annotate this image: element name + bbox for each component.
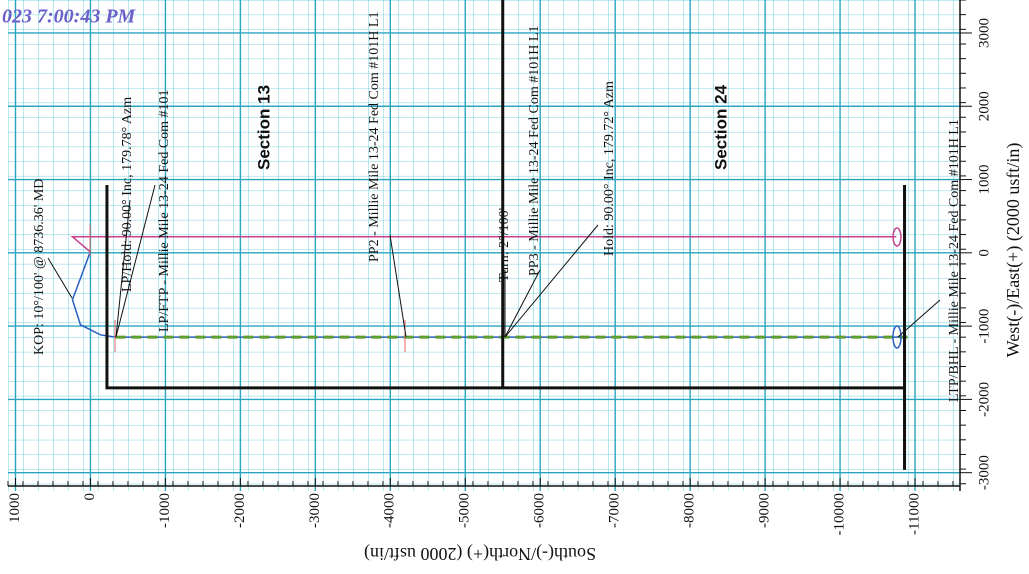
x-tick-label: -2000 — [232, 493, 248, 528]
y-tick-label: -1000 — [976, 309, 992, 344]
y-tick-label: 2000 — [976, 91, 992, 121]
x-tick-label: -3000 — [307, 493, 323, 528]
y-tick-label: 1000 — [976, 165, 992, 195]
series-line — [105, 184, 907, 390]
x-tick-label: -4000 — [382, 493, 398, 528]
y-tick-label: 0 — [976, 249, 992, 257]
grid-layer — [8, 0, 960, 491]
x-tick-label: 1000 — [7, 493, 23, 523]
annotation: PP2 - Millie Mile 13-24 Fed Com #101H L1 — [367, 12, 382, 262]
leader-lines — [47, 184, 941, 338]
x-tick-label: -9000 — [757, 493, 773, 528]
series-line — [70, 235, 897, 253]
x-tick-label: -6000 — [532, 493, 548, 528]
y-tick-label: 3000 — [976, 18, 992, 48]
x-tick-label: -1000 — [157, 493, 173, 528]
annotation: LP/Hold: 90.00° Inc, 179.78° Azm — [120, 97, 135, 292]
x-tick-label: 0 — [82, 493, 98, 501]
x-tick-label: -5000 — [457, 493, 473, 528]
target-marker — [892, 227, 902, 247]
annotation: LP/FTP - Millie Mile 13-24 Fed Com #101 — [157, 89, 172, 332]
annotation: Hold: 90.00° Inc, 179.72° Azm — [602, 81, 617, 256]
annotation: KOP: 10°/100' @ 8736.36' MD — [32, 179, 47, 355]
y-tick-label: -2000 — [976, 382, 992, 417]
chart-title: 023 7:00:43 PM — [2, 6, 137, 28]
minor-grid — [8, 0, 960, 491]
x-axis-label: South(-)/North(+) (2000 usft/in) — [364, 543, 596, 564]
x-tick-label: -10000 — [832, 493, 848, 536]
annotation: Section 13 — [254, 85, 273, 170]
annotation: Turn: 2°/100' — [497, 208, 512, 282]
target-marker — [892, 325, 902, 349]
annotation: Section 24 — [711, 84, 730, 170]
x-tick-label: -7000 — [607, 493, 623, 528]
y-tick-label: -3000 — [976, 455, 992, 490]
annotation: PP3 - Millie Mile 13-24 Fed Com #101H L1 — [527, 26, 542, 276]
annotation: LTP/BHL - Millie Mile 13-24 Fed Com #101… — [947, 119, 962, 402]
x-tick-label: -8000 — [682, 493, 698, 528]
x-tick-label: -11000 — [906, 493, 922, 535]
mark-layer — [70, 0, 908, 470]
y-axis-label: West(-)/East(+) (2000 usft/in) — [1003, 143, 1024, 358]
